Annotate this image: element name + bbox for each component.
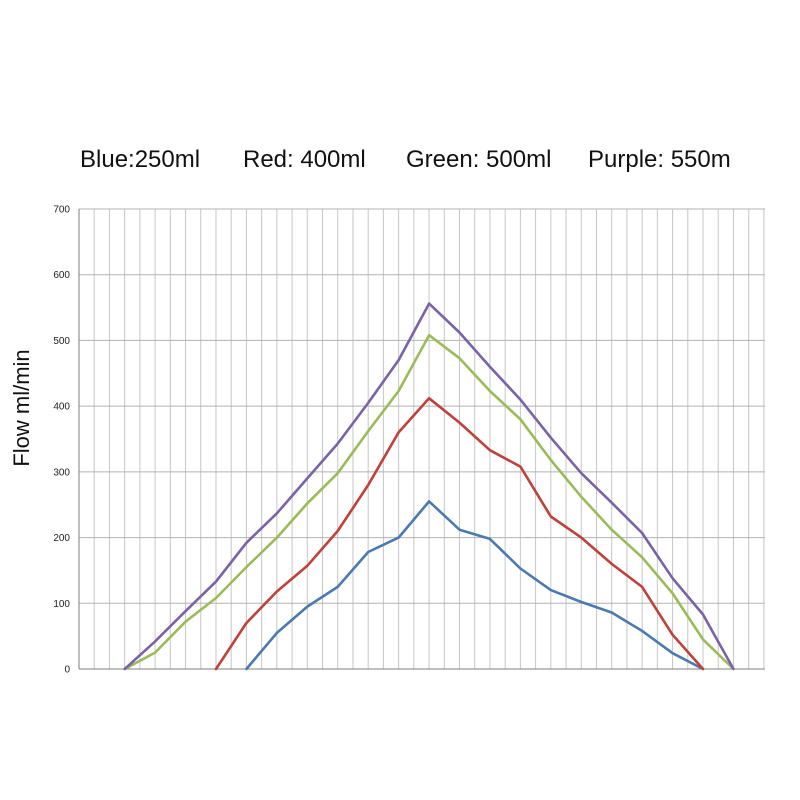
series-line-3 [123,333,735,671]
legend-purple: Purple: 550m [588,146,731,173]
legend-line: Blue:250ml Red: 400ml Green: 500ml Purpl… [80,146,780,178]
y-tick-label: 300 [53,467,70,478]
series-line-4 [123,302,735,671]
y-tick-labels: 0 100 200 300 400 500 600 700 [53,205,70,676]
legend-green: Green: 500ml [406,146,552,173]
y-tick-label: 600 [53,270,70,281]
series-line-2 [214,397,705,671]
series-group [123,302,735,671]
y-tick-label: 400 [53,402,70,413]
y-tick-label: 100 [53,599,70,610]
legend-blue: Blue:250ml [80,146,201,173]
y-tick-label: 700 [53,205,70,216]
y-tick-label: 500 [53,336,70,347]
y-tick-label: 0 [64,665,70,676]
y-tick-label: 200 [53,533,70,544]
legend-red: Red: 400ml [243,146,366,173]
series-line-1 [245,500,705,671]
grid [78,208,765,670]
axes [78,209,765,670]
